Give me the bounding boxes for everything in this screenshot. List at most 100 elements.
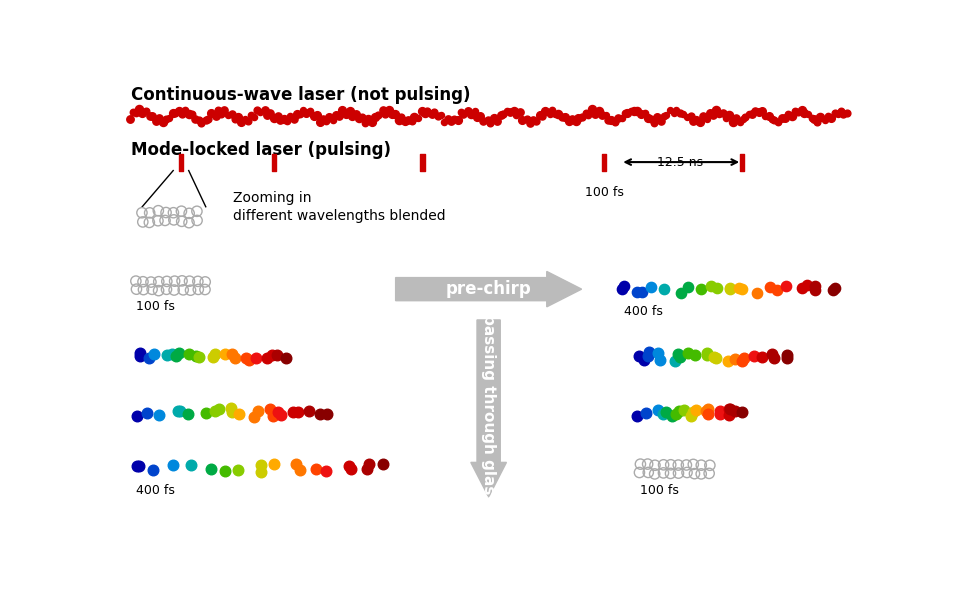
Point bbox=[375, 460, 390, 469]
Point bbox=[246, 112, 261, 122]
Point bbox=[338, 109, 354, 119]
Point bbox=[151, 410, 167, 420]
Point bbox=[270, 112, 285, 121]
Point bbox=[262, 108, 278, 118]
Point bbox=[637, 108, 653, 118]
Point bbox=[681, 349, 696, 358]
Point bbox=[671, 460, 686, 470]
Point bbox=[634, 287, 650, 297]
Point bbox=[129, 411, 145, 421]
Point bbox=[240, 116, 255, 125]
Point bbox=[256, 105, 272, 115]
Point bbox=[693, 284, 709, 293]
Point bbox=[480, 115, 495, 124]
Point bbox=[155, 117, 171, 127]
Point bbox=[796, 108, 812, 118]
Point bbox=[528, 116, 544, 125]
Point bbox=[172, 106, 187, 115]
Point bbox=[199, 408, 214, 418]
Point bbox=[167, 285, 182, 295]
Point bbox=[426, 107, 442, 116]
Point bbox=[247, 412, 262, 422]
Point bbox=[722, 404, 737, 413]
Point bbox=[746, 352, 762, 361]
Point bbox=[217, 466, 232, 475]
Point bbox=[675, 109, 690, 119]
Point bbox=[390, 115, 406, 124]
Point bbox=[417, 109, 433, 118]
Point bbox=[274, 410, 289, 419]
Point bbox=[168, 109, 183, 118]
Point bbox=[706, 352, 721, 362]
Point bbox=[424, 109, 440, 119]
Point bbox=[662, 105, 678, 115]
Point bbox=[446, 114, 462, 124]
Point bbox=[302, 406, 317, 415]
Point bbox=[629, 106, 645, 115]
Point bbox=[755, 352, 770, 362]
Point bbox=[135, 217, 150, 227]
Point bbox=[280, 116, 295, 126]
Point bbox=[228, 114, 243, 124]
Point bbox=[670, 349, 685, 358]
Point bbox=[174, 276, 190, 286]
Point bbox=[141, 353, 156, 363]
Point bbox=[181, 349, 197, 358]
Point bbox=[266, 460, 281, 469]
Point bbox=[224, 350, 239, 359]
Point bbox=[627, 107, 642, 116]
Point bbox=[331, 111, 346, 121]
Point bbox=[125, 107, 141, 117]
Point bbox=[285, 114, 301, 124]
Point bbox=[656, 460, 671, 470]
Point bbox=[259, 110, 275, 119]
Point bbox=[700, 409, 715, 419]
Point bbox=[460, 106, 475, 116]
Point bbox=[651, 348, 666, 358]
Point bbox=[151, 113, 167, 123]
Point bbox=[679, 460, 694, 470]
Point bbox=[607, 117, 623, 127]
Point bbox=[469, 112, 485, 122]
Point bbox=[506, 106, 522, 116]
Point bbox=[464, 109, 479, 119]
Point bbox=[677, 406, 692, 415]
Point bbox=[663, 460, 679, 470]
FancyArrow shape bbox=[470, 320, 506, 497]
Point bbox=[250, 106, 265, 115]
Point bbox=[174, 206, 189, 216]
Point bbox=[143, 112, 158, 121]
Point bbox=[638, 409, 654, 418]
Point bbox=[709, 106, 724, 115]
Point bbox=[650, 112, 665, 122]
Point bbox=[453, 107, 469, 117]
Point bbox=[752, 107, 767, 117]
Point bbox=[544, 105, 559, 115]
Point bbox=[184, 109, 200, 118]
Point bbox=[749, 288, 764, 298]
Point bbox=[631, 351, 647, 361]
Point bbox=[736, 353, 752, 363]
Point bbox=[704, 281, 719, 291]
Point bbox=[158, 114, 174, 124]
Point bbox=[804, 113, 819, 123]
Point bbox=[709, 284, 724, 293]
Point bbox=[345, 111, 361, 121]
Point bbox=[685, 460, 701, 469]
Point bbox=[208, 111, 224, 121]
Point bbox=[650, 405, 665, 415]
Point bbox=[128, 108, 144, 118]
Point bbox=[700, 404, 715, 414]
Point bbox=[139, 106, 154, 116]
Point bbox=[719, 113, 735, 123]
Text: Zooming in: Zooming in bbox=[233, 191, 311, 205]
Point bbox=[189, 206, 204, 216]
Point bbox=[830, 110, 845, 119]
Point bbox=[207, 406, 223, 416]
Point bbox=[631, 468, 647, 478]
Point bbox=[646, 118, 661, 128]
Point bbox=[472, 111, 488, 121]
Point bbox=[685, 116, 701, 125]
Point bbox=[699, 348, 714, 358]
Point bbox=[550, 109, 566, 118]
